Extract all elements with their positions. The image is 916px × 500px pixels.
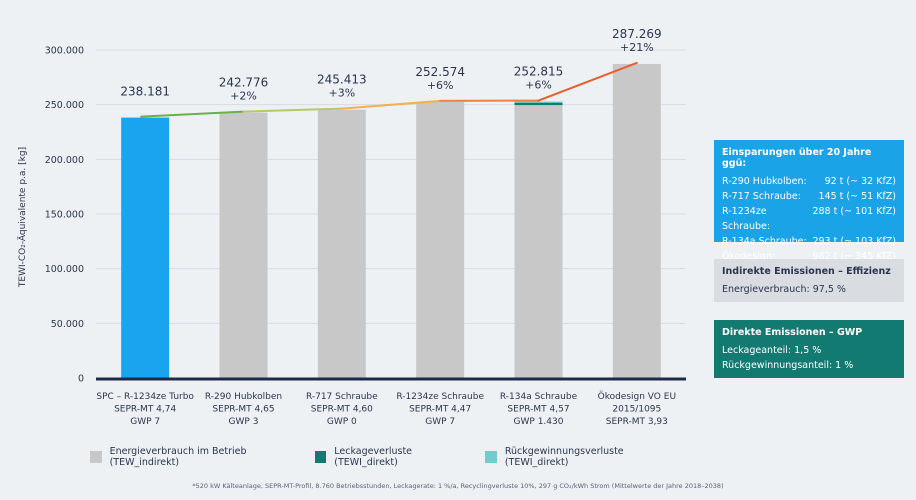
y-tick-label: 250.000 xyxy=(45,100,84,111)
savings-row-label: Ökodesign: xyxy=(722,251,776,262)
x-tick-label: SEPR-MT 4,47 xyxy=(409,405,471,415)
savings-row-label: R-134a Schraube: xyxy=(722,236,807,247)
bar-segment xyxy=(416,101,465,379)
savings-panel: Einsparungen über 20 Jahre ggü: R-290 Hu… xyxy=(714,140,904,262)
y-tick-label: 200.000 xyxy=(45,155,84,166)
savings-row-label: R-1234ze Schraube: xyxy=(722,206,771,232)
savings-row: R-134a Schraube: 293 t (~ 103 KfZ) xyxy=(722,234,896,249)
savings-row-value: 288 t (~ 101 KfZ) xyxy=(812,206,896,217)
bar-segment xyxy=(514,102,563,106)
savings-row-value: 982 t (~ 345 KfZ) xyxy=(812,251,896,262)
trend-line-segment xyxy=(140,110,245,118)
legend-swatch xyxy=(485,451,497,463)
y-tick-label: 50.000 xyxy=(51,319,84,330)
x-tick-label: SEPR-MT 4,60 xyxy=(311,405,373,415)
x-tick-label: SEPR-MT 3,93 xyxy=(606,417,668,427)
savings-row: R-290 Hubkolben: 92 t (~ 32 KfZ) xyxy=(722,174,896,189)
bar-segment xyxy=(612,63,661,379)
y-axis-label: TEWI-CO₂-Äquivalente p.a. [kg] xyxy=(18,146,28,288)
x-tick-label: SPC – R-1234ze Turbo xyxy=(96,392,194,402)
savings-row-value: 92 t (~ 32 KfZ) xyxy=(824,176,896,187)
delta-label: +21% xyxy=(620,41,654,54)
x-tick-label: GWP 1.430 xyxy=(514,417,564,427)
delta-label: +2% xyxy=(230,90,257,103)
x-tick-label: GWP 3 xyxy=(229,417,259,427)
x-tick-label: 2015/1095 xyxy=(612,405,661,415)
y-tick-label: 0 xyxy=(78,374,84,385)
legend-swatch xyxy=(90,451,102,463)
indirect-title: Indirekte Emissionen – Effizienz xyxy=(722,266,891,277)
x-tick-label: GWP 0 xyxy=(327,417,357,427)
savings-row-value: 293 t (~ 103 KfZ) xyxy=(812,236,896,247)
value-label: 287.269 xyxy=(612,27,662,41)
legend-label: Leckageverluste (TEWI_direkt) xyxy=(334,446,413,468)
y-tick-label: 100.000 xyxy=(45,264,84,275)
value-label: 252.815 xyxy=(514,65,564,79)
trend-line-segment xyxy=(537,61,638,102)
x-tick-label: GWP 7 xyxy=(425,417,455,427)
trend-line-segment xyxy=(340,99,442,110)
x-tick-label: GWP 7 xyxy=(130,417,160,427)
legend-swatch xyxy=(314,451,327,463)
y-tick-label: 150.000 xyxy=(45,210,84,221)
legend-item: Energieverbrauch im Betrieb (TEW_indirek… xyxy=(90,446,283,468)
direct-recovery-share: Rückgewinnungsanteil: 1 % xyxy=(722,360,854,371)
value-label: 242.776 xyxy=(219,76,269,90)
delta-label: +6% xyxy=(525,79,552,92)
value-label: 238.181 xyxy=(120,85,170,99)
legend-item: Leckageverluste (TEWI_direkt) xyxy=(314,446,454,468)
savings-row-label: R-290 Hubkolben: xyxy=(722,176,807,187)
direct-title: Direkte Emissionen – GWP xyxy=(722,327,863,338)
direct-emissions-panel: Direkte Emissionen – GWP Leckageanteil: … xyxy=(714,320,904,378)
savings-row: Ökodesign: 982 t (~ 345 KfZ) xyxy=(722,249,896,264)
savings-row-label: R-717 Schraube: xyxy=(722,191,801,202)
indirect-energy-share: Energieverbrauch: 97,5 % xyxy=(722,284,846,295)
x-tick-label: R-290 Hubkolben xyxy=(205,392,282,402)
bar-segment xyxy=(514,105,563,378)
value-label: 252.574 xyxy=(415,65,465,79)
y-tick-label: 300.000 xyxy=(45,46,84,57)
direct-leakage-share: Leckageanteil: 1,5 % xyxy=(722,345,822,356)
savings-row: R-1234ze Schraube: 288 t (~ 101 KfZ) xyxy=(722,204,896,234)
footnote: *520 kW Kälteanlage, SEPR-MT-Profil, 8.7… xyxy=(192,482,724,490)
x-tick-label: R-1234ze Schraube xyxy=(396,392,484,402)
savings-row-value: 145 t (~ 51 KfZ) xyxy=(818,191,896,202)
value-label: 245.413 xyxy=(317,73,367,87)
savings-title: Einsparungen über 20 Jahre ggü: xyxy=(722,147,872,169)
savings-row: R-717 Schraube: 145 t (~ 51 KfZ) xyxy=(722,189,896,204)
bar-segment xyxy=(121,117,170,378)
x-tick-label: SEPR-MT 4,65 xyxy=(212,405,274,415)
delta-label: +6% xyxy=(427,79,454,92)
x-tick-label: SEPR-MT 4,57 xyxy=(507,405,569,415)
legend-label: Rückgewinnungsverluste (TEWI_direkt) xyxy=(504,446,624,468)
bar-segment xyxy=(514,101,563,103)
bar-segment xyxy=(219,112,268,378)
bar-segment xyxy=(317,109,366,378)
trend-line-segment xyxy=(242,107,343,113)
x-tick-label: SEPR-MT 4,74 xyxy=(114,405,176,415)
legend-item: Rückgewinnungsverluste (TEWI_direkt) xyxy=(485,446,658,468)
indirect-emissions-panel: Indirekte Emissionen – Effizienz Energie… xyxy=(714,259,904,302)
legend-label: Energieverbrauch im Betrieb (TEW_indirek… xyxy=(109,446,247,468)
x-tick-label: R-134a Schraube xyxy=(500,392,578,402)
chart-legend: Energieverbrauch im Betrieb (TEW_indirek… xyxy=(90,446,690,468)
x-tick-label: Ökodesign VO EU xyxy=(598,391,676,402)
x-tick-label: R-717 Schraube xyxy=(306,392,378,402)
delta-label: +3% xyxy=(328,87,355,100)
